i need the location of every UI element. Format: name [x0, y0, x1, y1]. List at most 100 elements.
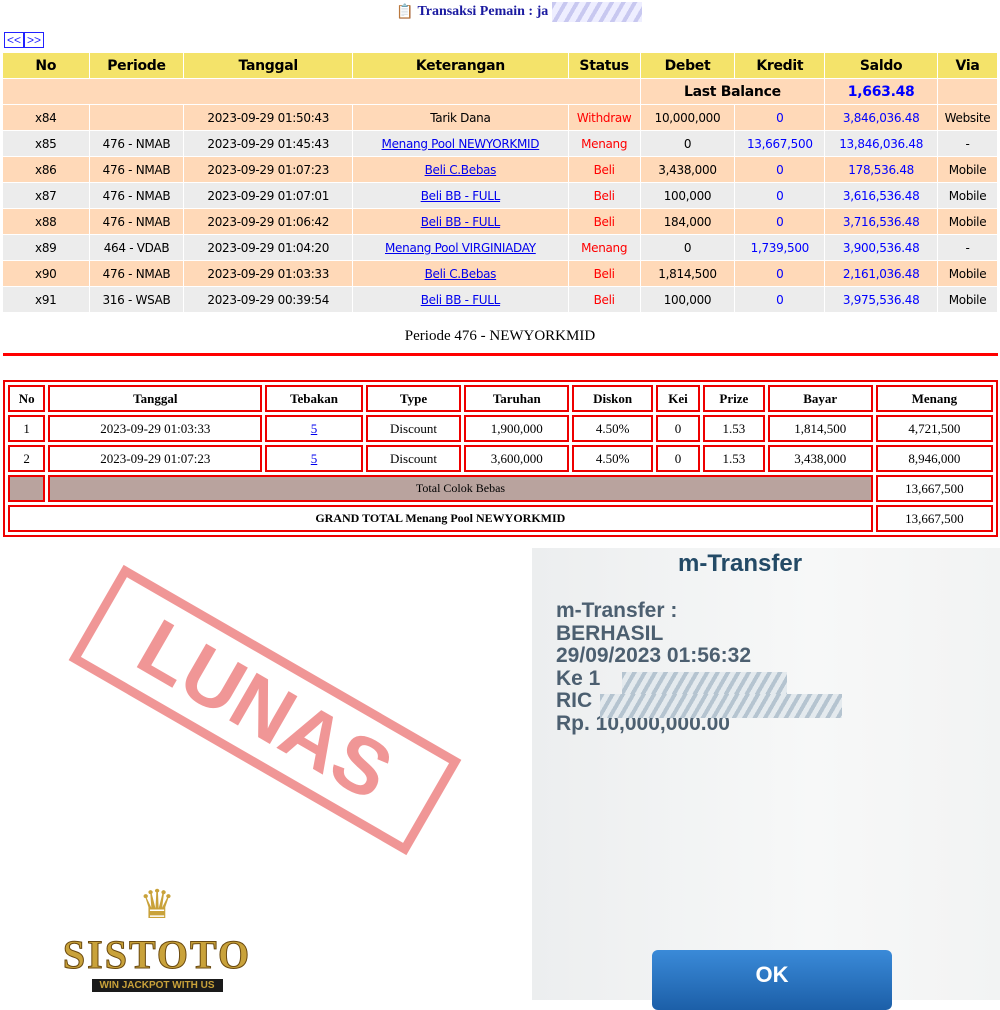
- cell-keterangan: Beli C.Bebas: [353, 261, 568, 286]
- cell-bayar: 3,438,000: [767, 445, 873, 472]
- detail-link[interactable]: Beli BB - FULL: [420, 292, 501, 307]
- cell-debet: 3,438,000: [640, 157, 735, 182]
- tebakan-link[interactable]: 5: [310, 450, 318, 466]
- column-header: Periode: [89, 53, 184, 78]
- column-header: No: [8, 385, 46, 412]
- last-balance-row: Last Balance 1,663.48: [3, 79, 997, 104]
- column-header: Kredit: [735, 53, 825, 78]
- cell-no: x86: [3, 157, 89, 182]
- total-row: Total Colok Bebas 13,667,500: [8, 475, 993, 502]
- mtransfer-receipt: m-Transfer m-Transfer : BERHASIL 29/09/2…: [532, 548, 1000, 1010]
- column-header: Tanggal: [184, 53, 353, 78]
- cell-no: x85: [3, 131, 89, 156]
- grand-total-row: GRAND TOTAL Menang Pool NEWYORKMID 13,667…: [8, 505, 993, 532]
- cell-kredit: 1,739,500: [735, 235, 825, 260]
- detail-link[interactable]: Menang Pool VIRGINIADAY: [385, 240, 536, 255]
- total-label: Total Colok Bebas: [48, 475, 873, 502]
- cell-status: Beli: [568, 261, 640, 286]
- cell-type: Discount: [365, 445, 462, 472]
- cell-keterangan: Menang Pool NEWYORKMID: [353, 131, 568, 156]
- ok-button[interactable]: OK: [652, 950, 892, 1010]
- cell-via: -: [938, 131, 997, 156]
- page-title: 📋 Transaksi Pemain : ja: [396, 2, 643, 22]
- cell-diskon: 4.50%: [572, 445, 653, 472]
- detail-link[interactable]: Beli C.Bebas: [424, 162, 497, 177]
- redacted-name: [600, 694, 842, 718]
- periode-table: No Tanggal Tebakan Type Taruhan Diskon Kei Priz…: [3, 380, 998, 537]
- mtransfer-title: m-Transfer: [678, 550, 803, 577]
- cell-no: x87: [3, 183, 89, 208]
- cell-periode: 476 - NMAB: [89, 157, 184, 182]
- column-header: Via: [938, 53, 997, 78]
- table-row: x84 2023-09-29 01:50:43 Tarik Dana Withdraw…: [3, 105, 997, 130]
- last-balance-value: 1,663.48: [825, 79, 938, 104]
- cell-kei: 0: [655, 415, 701, 442]
- cell-tanggal: 2023-09-29 01:07:01: [184, 183, 353, 208]
- next-page-link[interactable]: >>: [24, 32, 45, 48]
- cell-debet: 0: [640, 235, 735, 260]
- cell-debet: 1,814,500: [640, 261, 735, 286]
- cell-tanggal: 2023-09-29 01:45:43: [184, 131, 353, 156]
- cell-debet: 0: [640, 131, 735, 156]
- cell-status: Beli: [568, 183, 640, 208]
- cell-via: Mobile: [938, 287, 997, 312]
- tebakan-link[interactable]: 5: [310, 420, 318, 436]
- sistoto-logo: ♛ SISTOTO WIN JACKPOT WITH US: [22, 875, 292, 1000]
- cell-bayar: 1,814,500: [767, 415, 873, 442]
- column-header: Tanggal: [48, 385, 263, 412]
- table-row: 2 2023-09-29 01:07:23 5 Discount 3,600,000 4.…: [8, 445, 993, 472]
- last-balance-label: Last Balance: [640, 79, 825, 104]
- detail-link[interactable]: Menang Pool NEWYORKMID: [381, 136, 540, 151]
- column-header: Tebakan: [265, 385, 363, 412]
- clipboard-icon: 📋: [396, 4, 414, 20]
- column-header: Menang: [875, 385, 993, 412]
- column-header: Prize: [703, 385, 765, 412]
- grand-total-value: 13,667,500: [875, 505, 993, 532]
- cell-status: Menang: [568, 235, 640, 260]
- cell-via: Mobile: [938, 183, 997, 208]
- cell-periode: 316 - WSAB: [89, 287, 184, 312]
- detail-link[interactable]: Beli BB - FULL: [420, 214, 501, 229]
- cell-saldo: 3,716,536.48: [825, 209, 938, 234]
- cell-prize: 1.53: [703, 415, 765, 442]
- prev-page-link[interactable]: <<: [4, 32, 25, 48]
- cell-via: Mobile: [938, 261, 997, 286]
- table-row: x86 476 - NMAB 2023-09-29 01:07:23 Beli C.B…: [3, 157, 997, 182]
- cell-status: Menang: [568, 131, 640, 156]
- table-row: 1 2023-09-29 01:03:33 5 Discount 1,900,000 4.…: [8, 415, 993, 442]
- cell-menang: 8,946,000: [875, 445, 993, 472]
- cell-periode: 476 - NMAB: [89, 261, 184, 286]
- column-header: Saldo: [825, 53, 938, 78]
- cell-saldo: 3,616,536.48: [825, 183, 938, 208]
- cell-tebakan: 5: [265, 415, 363, 442]
- cell-keterangan: Menang Pool VIRGINIADAY: [353, 235, 568, 260]
- periode-title: Periode 476 - NEWYORKMID: [404, 328, 596, 344]
- cell-tanggal: 2023-09-29 01:03:33: [48, 415, 263, 442]
- column-header: Type: [365, 385, 462, 412]
- cell-tanggal: 2023-09-29 01:06:42: [184, 209, 353, 234]
- cell-debet: 100,000: [640, 287, 735, 312]
- pagination: << >>: [4, 32, 45, 48]
- cell-keterangan: Beli BB - FULL: [353, 287, 568, 312]
- column-header: Diskon: [572, 385, 653, 412]
- cell-status: Beli: [568, 209, 640, 234]
- cell-kredit: 0: [735, 209, 825, 234]
- cell-periode: [89, 105, 184, 130]
- cell-status: Withdraw: [568, 105, 640, 130]
- detail-link[interactable]: Beli C.Bebas: [424, 266, 497, 281]
- cell-kredit: 0: [735, 287, 825, 312]
- cell-tanggal: 2023-09-29 01:50:43: [184, 105, 353, 130]
- grand-total-label: GRAND TOTAL Menang Pool NEWYORKMID: [8, 505, 873, 532]
- cell-keterangan: Beli BB - FULL: [353, 183, 568, 208]
- cell-no: x88: [3, 209, 89, 234]
- cell-prize: 1.53: [703, 445, 765, 472]
- column-header: Debet: [640, 53, 735, 78]
- table-row: x89 464 - VDAB 2023-09-29 01:04:20 Menang P…: [3, 235, 997, 260]
- cell-tebakan: 5: [265, 445, 363, 472]
- divider: [3, 353, 998, 356]
- detail-link[interactable]: Beli BB - FULL: [420, 188, 501, 203]
- cell-keterangan: Beli BB - FULL: [353, 209, 568, 234]
- cell-kredit: 0: [735, 157, 825, 182]
- cell-debet: 100,000: [640, 183, 735, 208]
- cell-no: 2: [8, 445, 46, 472]
